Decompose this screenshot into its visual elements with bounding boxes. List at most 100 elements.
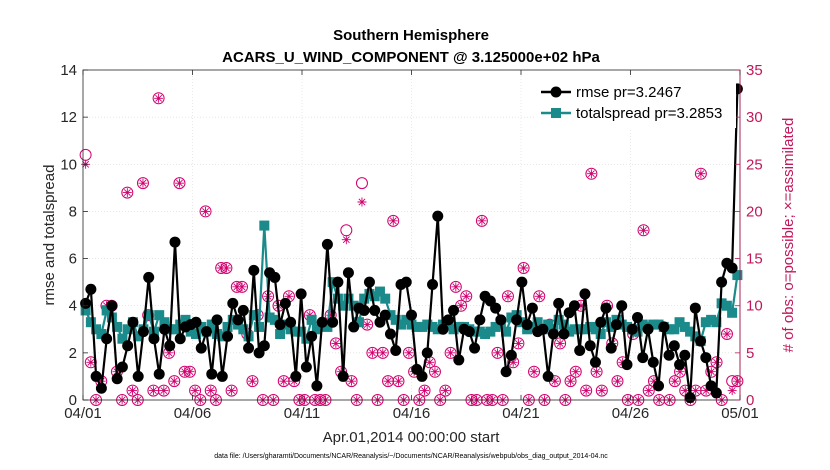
assimilated-obs-point bbox=[430, 367, 440, 377]
possible-obs-point bbox=[611, 375, 624, 388]
rmse-point bbox=[211, 314, 223, 326]
rmse-point bbox=[621, 359, 633, 371]
rmse-point bbox=[101, 333, 113, 345]
rmse-point bbox=[369, 304, 381, 316]
assimilated-obs-point bbox=[493, 348, 503, 358]
rmse-point bbox=[600, 302, 612, 314]
rmse-point bbox=[500, 366, 512, 378]
totalspread-point bbox=[112, 321, 123, 332]
rmse-point bbox=[710, 387, 722, 399]
totalspread-point bbox=[359, 293, 370, 304]
possible-obs-point bbox=[475, 214, 488, 227]
totalspread-point bbox=[653, 319, 664, 330]
totalspread-point bbox=[401, 314, 412, 325]
rmse-point bbox=[516, 276, 528, 288]
assimilated-obs-point bbox=[185, 367, 195, 377]
possible-obs-point bbox=[580, 384, 593, 397]
totalspread-point bbox=[290, 326, 301, 337]
assimilated-obs-point bbox=[446, 348, 456, 358]
possible-obs-point bbox=[460, 290, 473, 303]
x-axis-label: Apr.01,2014 00:00:00 start bbox=[323, 429, 501, 446]
y-tick-label: 10 bbox=[60, 156, 77, 173]
totalspread-point bbox=[685, 326, 696, 337]
rmse-series bbox=[80, 83, 743, 404]
rmse-point bbox=[111, 373, 123, 385]
possible-obs-point bbox=[121, 186, 134, 199]
possible-obs-point bbox=[491, 346, 504, 359]
assimilated-obs-point bbox=[180, 367, 190, 377]
possible-obs-point bbox=[533, 290, 546, 303]
rmse-point bbox=[274, 319, 286, 331]
assimilated-obs-point bbox=[378, 348, 388, 358]
totalspread-point bbox=[96, 329, 107, 339]
assimilated-obs-point bbox=[279, 376, 289, 386]
totalspread-point bbox=[700, 317, 711, 328]
possible-obs-point bbox=[418, 384, 431, 397]
totalspread-point bbox=[395, 319, 406, 330]
possible-obs-point bbox=[595, 384, 608, 397]
y2-axis-ticks: 0 5 10 15 20 25 30 35 bbox=[735, 62, 763, 409]
assimilated-obs-point bbox=[138, 178, 148, 188]
totalspread-point bbox=[564, 326, 575, 337]
rmse-point bbox=[716, 276, 728, 288]
rmse-point bbox=[248, 264, 260, 276]
totalspread-point bbox=[569, 324, 580, 335]
rmse-point bbox=[463, 326, 475, 338]
totalspread-point bbox=[169, 324, 180, 335]
rmse-point bbox=[679, 349, 691, 361]
totalspread-point bbox=[501, 326, 512, 337]
assimilated-obs-point bbox=[159, 386, 169, 396]
possible-obs-point bbox=[564, 375, 577, 388]
rmse-point bbox=[216, 370, 228, 382]
rmse-point bbox=[132, 370, 144, 382]
totalspread-point bbox=[322, 321, 333, 332]
totalspread-point bbox=[133, 331, 144, 342]
totalspread-point bbox=[480, 329, 491, 339]
rmse-point bbox=[295, 288, 307, 300]
rmse-point bbox=[164, 340, 176, 352]
totalspread-point bbox=[574, 324, 585, 335]
assimilated-obs-point bbox=[128, 386, 138, 396]
assimilated-obs-point bbox=[284, 291, 294, 301]
rmse-point bbox=[195, 342, 207, 354]
assimilated-obs-point bbox=[326, 310, 336, 320]
totalspread-point bbox=[191, 329, 202, 339]
possible-obs-point bbox=[668, 375, 681, 388]
rmse-point bbox=[143, 271, 155, 283]
possible-obs-point bbox=[642, 384, 655, 397]
totalspread-point bbox=[259, 220, 270, 231]
rmse-point bbox=[206, 368, 218, 380]
totalspread-point bbox=[80, 305, 91, 316]
totalspread-point bbox=[516, 317, 527, 328]
assimilated-obs-point bbox=[227, 386, 237, 396]
rmse-point bbox=[290, 370, 302, 382]
rmse-point bbox=[526, 302, 538, 314]
rmse-point bbox=[232, 314, 244, 326]
rmse-point bbox=[384, 328, 396, 340]
totalspread-point bbox=[311, 324, 322, 335]
y2-tick-label: 5 bbox=[746, 345, 754, 362]
totalspread-point bbox=[706, 314, 717, 325]
chart-title: Southern Hemisphere bbox=[333, 27, 489, 44]
y-tick-label: 14 bbox=[60, 62, 77, 79]
rmse-point bbox=[348, 321, 360, 333]
assimilated-obs-point bbox=[154, 93, 164, 103]
totalspread-point bbox=[664, 324, 675, 335]
rmse-point bbox=[127, 316, 139, 328]
totalspread-point bbox=[674, 317, 685, 328]
rmse-point bbox=[158, 323, 170, 335]
rmse-point bbox=[90, 370, 102, 382]
assimilated-obs-point bbox=[247, 376, 257, 386]
rmse-point bbox=[227, 297, 239, 309]
assimilated-obs-point bbox=[576, 301, 586, 311]
rmse-point bbox=[116, 361, 128, 373]
totalspread-point bbox=[122, 324, 133, 335]
assimilated-obs-point bbox=[586, 169, 596, 179]
legend-spread-label: totalspread pr=3.2853 bbox=[576, 105, 722, 122]
assimilated-obs-point bbox=[174, 178, 184, 188]
rmse-point bbox=[122, 340, 134, 352]
rmse-point bbox=[300, 361, 312, 373]
assimilated-obs-point bbox=[555, 338, 565, 348]
